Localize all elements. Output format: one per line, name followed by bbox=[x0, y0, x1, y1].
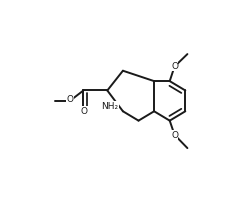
Text: O: O bbox=[81, 107, 88, 116]
Text: NH₂: NH₂ bbox=[102, 102, 118, 111]
Text: O: O bbox=[171, 131, 178, 140]
Text: O: O bbox=[171, 62, 178, 71]
Text: O: O bbox=[66, 95, 73, 104]
